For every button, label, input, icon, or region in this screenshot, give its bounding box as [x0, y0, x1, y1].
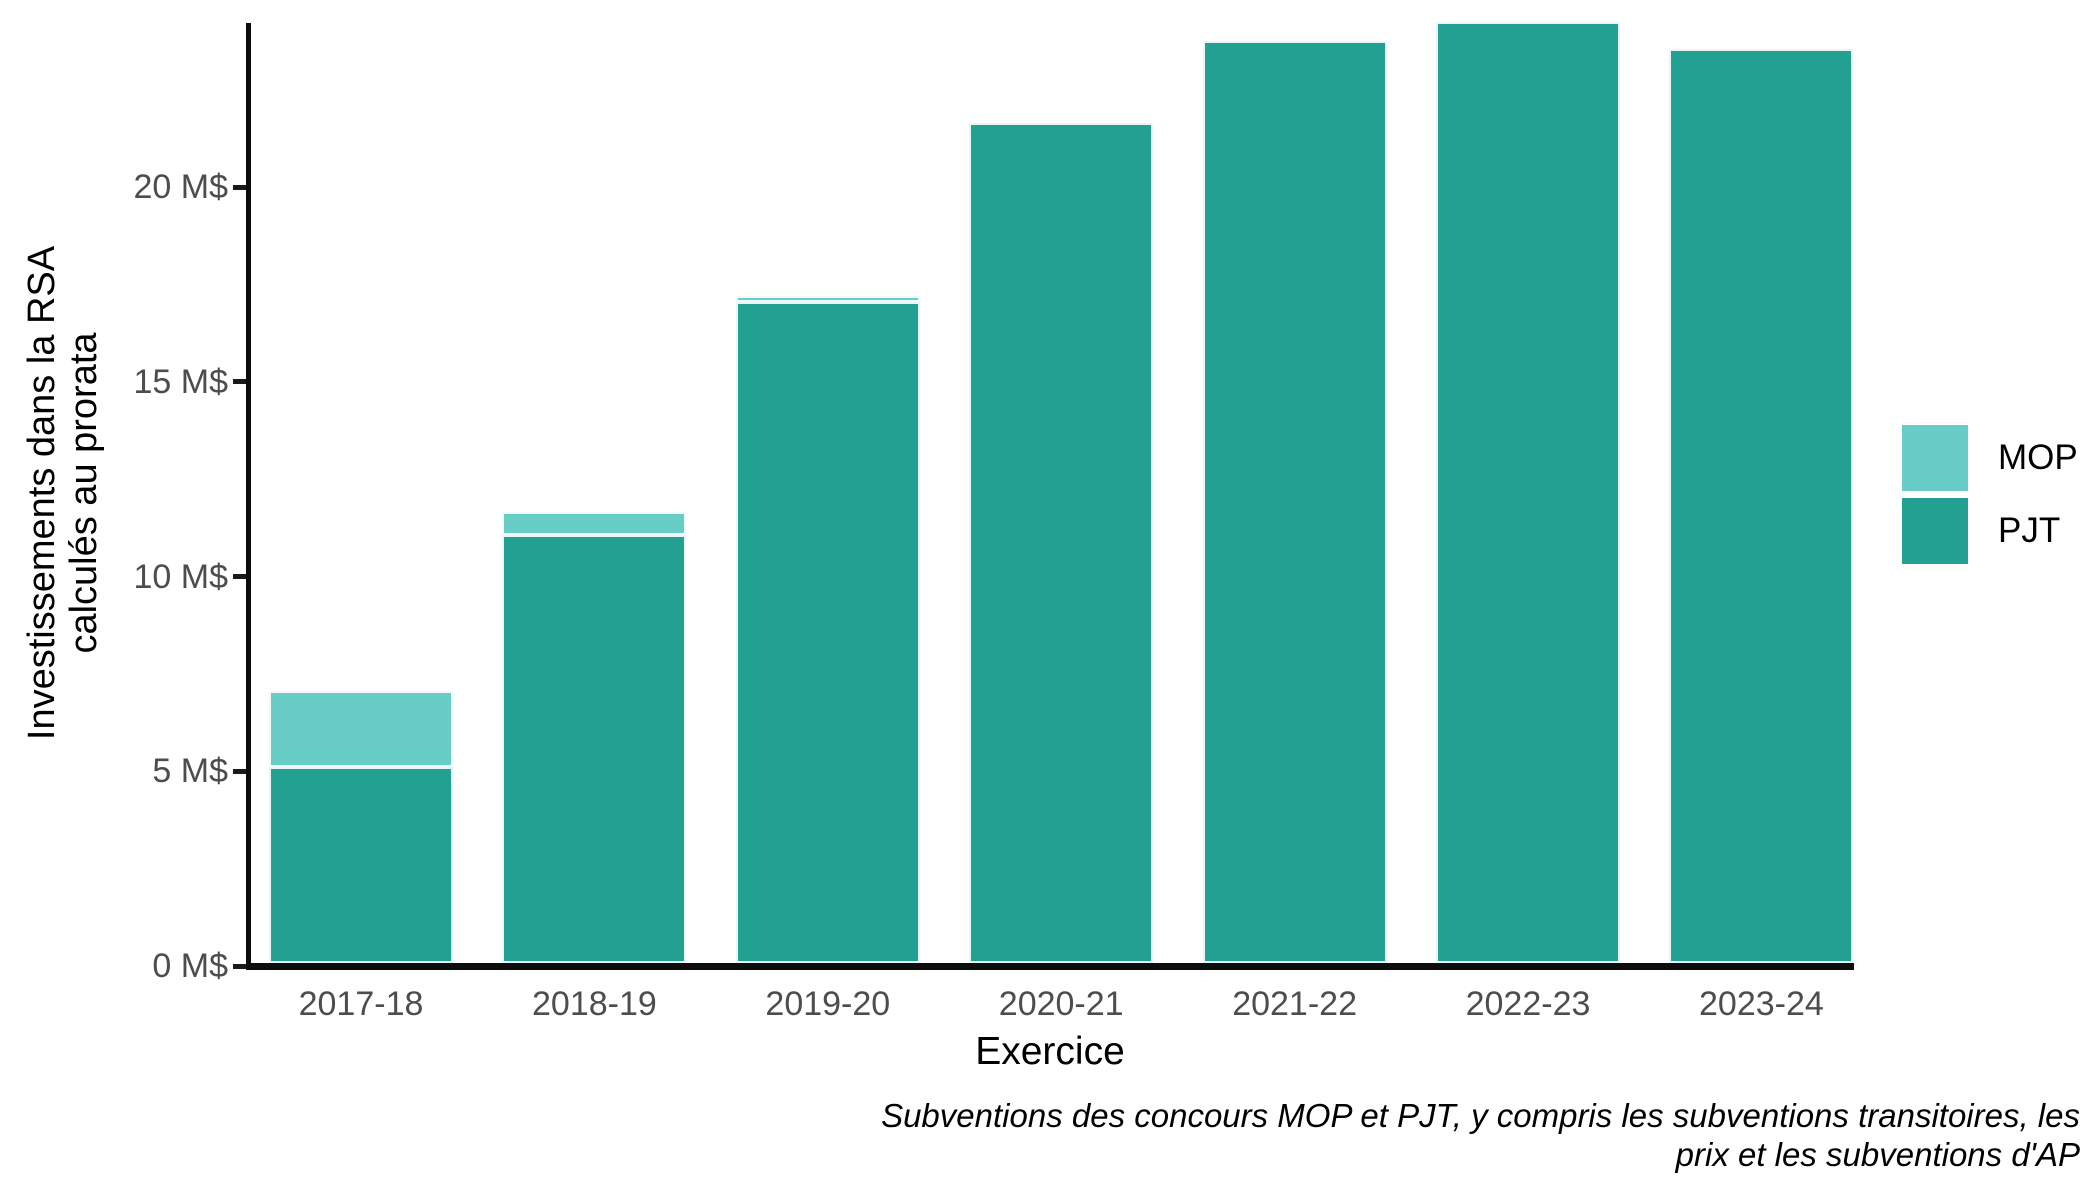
x-category-label-2023-24: 2023-24	[1699, 985, 1824, 1023]
x-category-label-2022-23: 2022-23	[1465, 985, 1591, 1023]
legend-label-mop: MOP	[1998, 438, 2078, 477]
y-tick-mark	[233, 379, 246, 385]
bar-segment-pjt-2021-22	[1202, 41, 1387, 963]
bar-segment-mop-2018-19	[502, 511, 687, 536]
x-category-label-2019-20: 2019-20	[765, 985, 891, 1023]
x-category-label-2018-19: 2018-19	[532, 985, 657, 1023]
y-tick-label: 0 M$	[152, 947, 228, 985]
y-tick-label: 15 M$	[133, 362, 229, 401]
bar-segment-pjt-2020-21	[969, 122, 1154, 963]
y-tick-mark	[233, 574, 246, 579]
bar-segment-mop-2017-18	[269, 690, 453, 767]
y-tick-label: 20 M$	[133, 168, 229, 206]
y-tick-label: 10 M$	[133, 557, 229, 596]
bar-segment-pjt-2017-18	[269, 766, 453, 963]
bar-segment-pjt-2019-20	[735, 301, 920, 963]
legend-item-mop: MOP	[1902, 425, 2078, 491]
caption-line1: Subventions des concours MOP et PJT, y c…	[881, 1097, 2080, 1134]
bar-segment-pjt-2018-19	[502, 535, 687, 963]
bar-segment-mop-2019-20	[735, 295, 920, 302]
caption-line2: prix et les subventions d'AP	[1675, 1136, 2080, 1173]
x-category-label-2020-21: 2020-21	[998, 985, 1124, 1023]
y-axis-title: Investissements dans la RSA calculés au …	[21, 246, 105, 740]
legend-item-pjt: PJT	[1902, 498, 2078, 564]
x-category-label-2017-18: 2017-18	[298, 985, 424, 1023]
y-tick-mark	[233, 184, 246, 190]
x-axis-line	[246, 963, 1854, 970]
legend-label-pjt: PJT	[1998, 511, 2061, 550]
bar-segment-pjt-2022-23	[1436, 21, 1620, 963]
y-tick-mark	[233, 963, 246, 969]
legend-swatch-pjt	[1902, 498, 1968, 564]
y-axis-line	[246, 23, 251, 970]
y-tick-mark	[233, 768, 246, 774]
y-axis-title-line1: Investissements dans la RSA	[21, 245, 63, 741]
x-axis-title: Exercice	[975, 1030, 1125, 1073]
caption: Subventions des concours MOP et PJT, y c…	[580, 1096, 2080, 1174]
legend-swatch-mop	[1902, 425, 1968, 491]
y-tick-label: 5 M$	[152, 752, 228, 791]
x-category-label-2021-22: 2021-22	[1232, 985, 1357, 1023]
bar-segment-pjt-2023-24	[1669, 48, 1854, 963]
legend: MOP PJT	[1902, 425, 2078, 571]
